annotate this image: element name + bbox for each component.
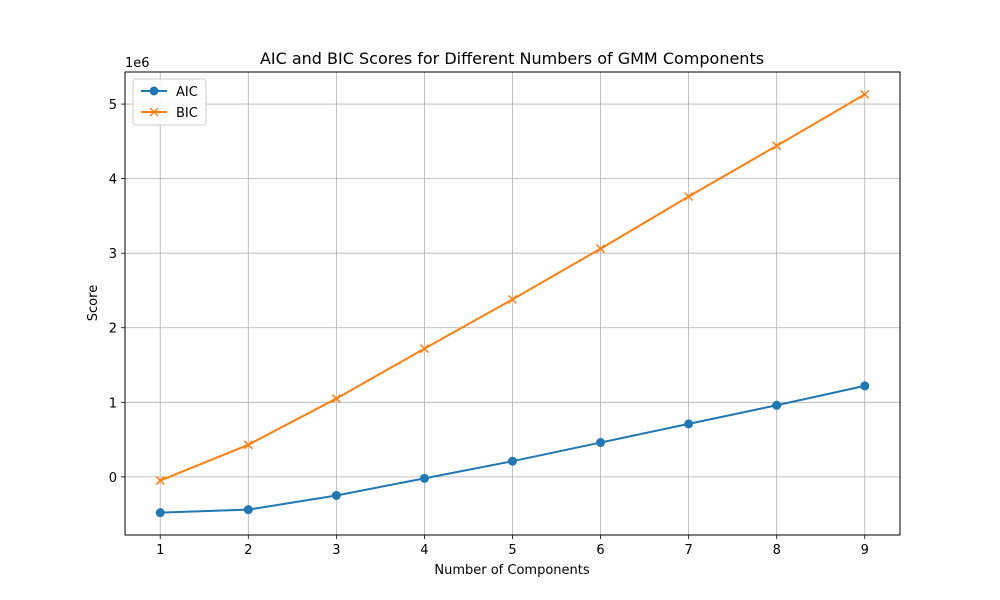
bic-point (155, 476, 165, 486)
y-tick-label: 5 (109, 98, 117, 113)
series-layer (155, 89, 870, 518)
y-tick-label: 4 (109, 173, 117, 188)
y-tick-label: 3 (109, 247, 117, 262)
y-scale-label: 1e6 (125, 56, 150, 71)
aic-point (155, 508, 165, 518)
aic-point (419, 473, 429, 483)
y-axis-ticks: 0 1 2 3 4 5 (109, 98, 125, 486)
bic-point (507, 294, 518, 304)
legend-marker-aic (149, 86, 159, 96)
bic-point (243, 440, 253, 450)
chart-title: AIC and BIC Scores for Different Numbers… (260, 49, 764, 68)
x-tick-label: 2 (244, 543, 252, 558)
series-aic (155, 381, 870, 518)
x-axis-label: Number of Components (434, 563, 589, 578)
x-tick-label: 3 (332, 543, 340, 558)
y-tick-label: 2 (109, 322, 117, 337)
legend-label-aic: AIC (176, 85, 198, 100)
bic-point (684, 191, 694, 202)
x-tick-label: 4 (420, 543, 428, 558)
y-axis-label: Score (86, 285, 101, 321)
aic-point (772, 400, 782, 410)
legend-label-bic: BIC (176, 106, 198, 121)
bic-point (331, 394, 341, 404)
bic-point (860, 89, 870, 99)
legend: AIC BIC (132, 78, 207, 126)
x-tick-label: 8 (773, 543, 781, 558)
y-tick-label: 1 (109, 396, 117, 411)
aic-point (331, 490, 341, 500)
bic-point (772, 141, 782, 151)
x-axis-ticks: 1 2 3 4 5 6 7 8 9 (156, 535, 869, 558)
aic-point (860, 381, 870, 391)
bic-point (596, 244, 606, 254)
aic-point (596, 438, 606, 448)
aic-point (243, 505, 253, 515)
x-tick-label: 6 (596, 543, 604, 558)
y-tick-label: 0 (109, 471, 117, 486)
bic-point (419, 344, 429, 354)
x-tick-label: 7 (684, 543, 692, 558)
series-bic (155, 89, 870, 486)
legend-marker-bic (149, 107, 159, 117)
x-tick-label: 1 (156, 543, 164, 558)
aic-point (508, 456, 517, 466)
x-tick-label: 5 (508, 543, 516, 558)
x-tick-label: 9 (861, 543, 869, 558)
aic-point (684, 419, 694, 429)
grid-lines (125, 72, 900, 535)
